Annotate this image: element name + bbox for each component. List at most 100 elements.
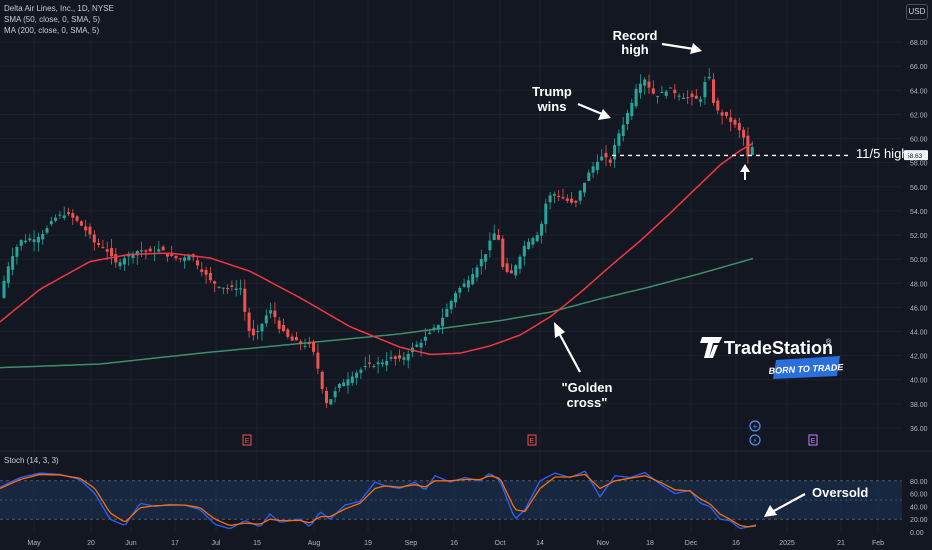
ma200-legend[interactable]: MA (200, close, 0, SMA, 5): [4, 26, 100, 35]
time-tick-label: Jun: [125, 540, 136, 547]
candle-body: [337, 383, 341, 388]
candle-body: [79, 221, 83, 226]
time-tick-label: Jul: [212, 540, 221, 547]
candle-body: [221, 287, 225, 289]
trump-wins-label: Trump: [532, 84, 572, 99]
candle-body: [269, 310, 273, 314]
candle-body: [187, 255, 191, 261]
candle-body: [458, 287, 462, 293]
price-axis[interactable]: 36.00 38.00 40.00 42.00 44.00 46.00 48.00 50.00…: [904, 40, 928, 433]
time-tick-label: 16: [450, 540, 458, 547]
candle-body: [651, 88, 655, 94]
candle-body: [561, 197, 565, 199]
candle-body: [282, 325, 285, 331]
candle-body: [630, 102, 634, 117]
candle-body: [24, 240, 27, 243]
price-tick-label: 56.00: [910, 185, 928, 192]
candle-body: [118, 262, 122, 267]
candle-body: [522, 245, 526, 257]
candle-body: [342, 382, 346, 387]
candle-body: [355, 372, 359, 378]
candle-body: [359, 369, 363, 373]
time-tick-label: 17: [171, 540, 179, 547]
candle-body: [557, 195, 561, 197]
candle-body: [140, 250, 144, 252]
candle-body: [699, 99, 703, 102]
candle-body: [600, 156, 604, 161]
candle-body: [277, 320, 281, 329]
candle-body: [514, 265, 518, 276]
candle-body: [462, 283, 466, 287]
candle-body: [535, 234, 539, 242]
candle-body: [131, 254, 135, 258]
price-tick-label: 50.00: [910, 257, 928, 264]
candle-body: [380, 362, 384, 365]
symbol-title[interactable]: Delta Air Lines, Inc., 1D, NYSE: [4, 4, 114, 13]
candle-body: [105, 249, 109, 252]
candle-body: [350, 376, 354, 384]
candle-body: [694, 95, 698, 99]
candle-body: [183, 257, 187, 262]
candle-body: [144, 250, 148, 252]
candle-body: [656, 95, 660, 97]
candle-body: [509, 270, 513, 274]
candle-body: [251, 328, 255, 336]
candle-body: [681, 97, 685, 99]
candle-body: [595, 161, 599, 171]
arrow-trump-wins: [577, 102, 611, 120]
currency-button[interactable]: USD: [906, 4, 928, 20]
candle-body: [15, 247, 19, 257]
candle-body: [720, 112, 724, 116]
arrow-up-level: [740, 164, 750, 180]
candle-body: [724, 111, 728, 116]
candle-body: [230, 285, 234, 287]
candle-body: [604, 152, 608, 158]
candle-body: [92, 234, 96, 243]
level-label: 11/5 high: [856, 146, 909, 161]
candle-body: [686, 97, 690, 99]
time-axis[interactable]: May 20 Jun 17 Jul 15 Aug 19 Sep 16 Oct 14 Nov 18 Dec 16…: [27, 540, 884, 547]
time-tick-label: 19: [364, 540, 372, 547]
time-tick-label: May: [27, 540, 41, 547]
candle-body: [286, 329, 290, 337]
candle-body: [84, 226, 88, 231]
candle-body: [428, 332, 432, 334]
candle-body: [71, 213, 75, 218]
event-plus-icon[interactable]: +: [749, 420, 761, 432]
candle-body: [28, 238, 32, 241]
candle-body: [376, 362, 380, 365]
candle-body: [58, 214, 62, 216]
candle-body: [466, 280, 470, 288]
candle-body: [552, 194, 556, 196]
candle-body: [273, 310, 277, 317]
sma50-group: [0, 142, 754, 356]
stoch-legend[interactable]: Stoch (14, 3, 3): [4, 456, 59, 465]
candle-body: [475, 267, 479, 278]
candle-body: [49, 221, 53, 225]
candle-body: [712, 79, 715, 103]
candle-body: [484, 254, 488, 262]
time-tick-label: 18: [646, 540, 654, 547]
candle-body: [329, 399, 333, 405]
time-tick-label: 2025: [779, 540, 795, 547]
event-lightning-icon[interactable]: ⚡: [749, 434, 761, 446]
candle-body: [518, 256, 522, 269]
candle-body: [441, 317, 445, 327]
time-tick-label: Feb: [872, 540, 884, 547]
candle-body: [570, 198, 574, 203]
candle-body: [122, 258, 126, 265]
candle-body: [372, 365, 376, 368]
sma50-legend[interactable]: SMA (50, close, 0, SMA, 5): [4, 15, 101, 24]
candle-body: [325, 390, 328, 404]
candle-body: [178, 258, 182, 260]
candle-body: [707, 76, 711, 79]
candle-body: [617, 133, 621, 146]
candle-body: [406, 354, 410, 361]
sma50-line: [0, 142, 754, 356]
candle-body: [320, 371, 324, 389]
candle-body: [97, 242, 101, 245]
candle-body: [664, 91, 668, 96]
price-tick-label: 58.00: [910, 161, 928, 168]
